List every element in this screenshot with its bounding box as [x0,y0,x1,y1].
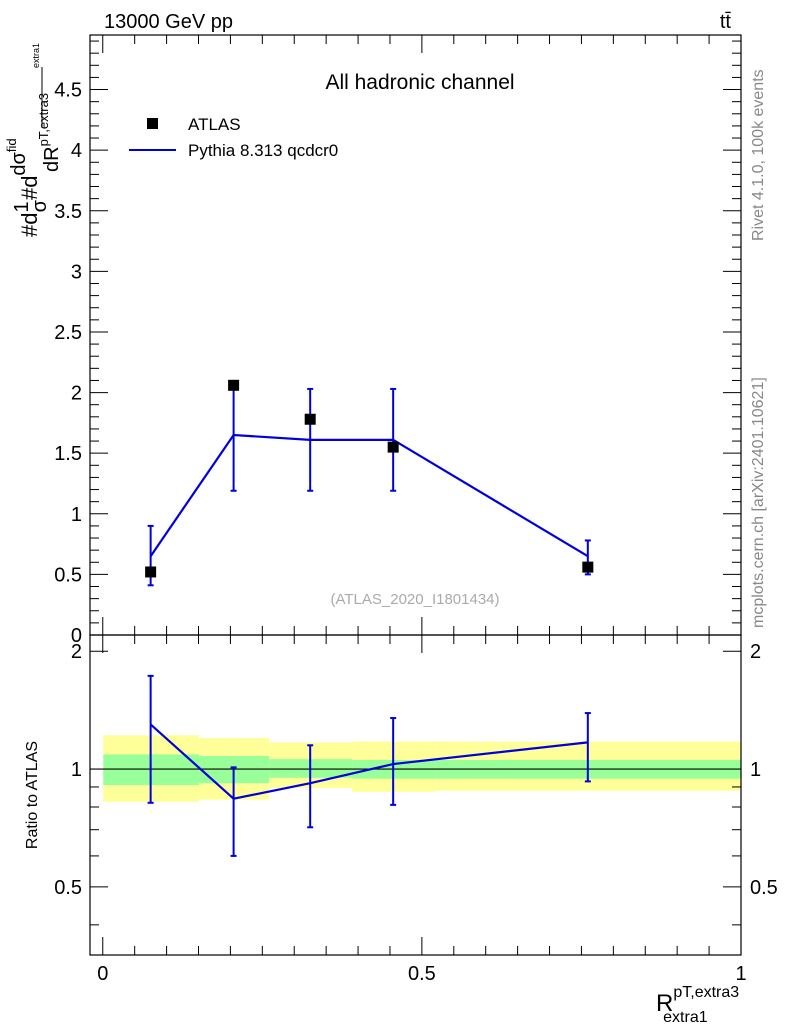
svg-text:dRpT,extra3: dRpT,extra3 [36,93,63,172]
ratio-y-tick-label: 2 [71,641,82,663]
atlas-data-point [228,379,240,391]
svg-text:extra1: extra1 [31,43,41,68]
legend-atlas-label: ATLAS [188,115,241,134]
energy-label: 13000 GeV pp [104,11,233,33]
ratio-y-tick-label-right: 0.5 [750,877,778,899]
ratio-frame [89,634,742,956]
chart-title: All hadronic channel [325,71,514,94]
mcplots-label: mcplots.cern.ch [arXiv:2401.10621] [750,377,767,628]
ratio-y-tick-label-right: 1 [750,759,761,781]
legend-atlas-marker [147,118,158,129]
y-axis-label: #d1σ#ddσfid dRpT,extra3 extra1 [4,43,63,237]
ratio-y-tick-label: 1 [71,759,82,781]
y-tick-label: 3.5 [54,201,82,223]
ratio-y-tick-label-right: 2 [750,641,761,663]
y-tick-label: 3 [71,261,82,283]
x-axis-label: RpT,extra3 extra1 [656,984,739,1024]
y-tick-label: 1 [71,504,82,526]
atlas-data-point [387,441,399,453]
y-tick-label: 2.5 [54,322,82,344]
main-panel: 0 0.5 1 1.5 2 2.5 3 3.5 4 4.5 All hadronic channe… [4,34,742,647]
atlas-data-point [582,561,594,573]
y-tick-label: 2 [71,383,82,405]
y-tick-label: 0.5 [54,564,82,586]
y-tick-label: 4.5 [54,80,82,102]
y-tick-label: 4 [71,140,82,162]
legend: ATLAS Pythia 8.313 qcdcr0 [129,115,338,160]
x-tick-label: 1 [735,963,746,985]
rivet-version-label: Rivet 4.1.0, 100k events [750,69,767,241]
legend-mc-label: Pythia 8.313 qcdcr0 [188,141,338,160]
mc-series-line [149,433,589,558]
y-tick-label: 0 [71,625,82,647]
x-tick-label: 0 [97,963,108,985]
process-label: tt̄ [720,11,732,33]
svg-text:#d1σ#ddσfid: #d1σ#ddσfid [4,138,51,237]
ratio-ylabel: Ratio to ATLAS [24,741,41,849]
ratio-panel: 0.5 0.5 1 1 2 2 Ratio to ATLAS [24,634,778,956]
x-tick-label: 0.5 [408,963,436,985]
analysis-label: (ATLAS_2020_I1801434) [330,591,499,608]
atlas-data-point [304,413,316,425]
ratio-y-tick-label: 0.5 [54,877,82,899]
y-tick-label: 1.5 [54,443,82,465]
atlas-data-point [145,566,157,578]
